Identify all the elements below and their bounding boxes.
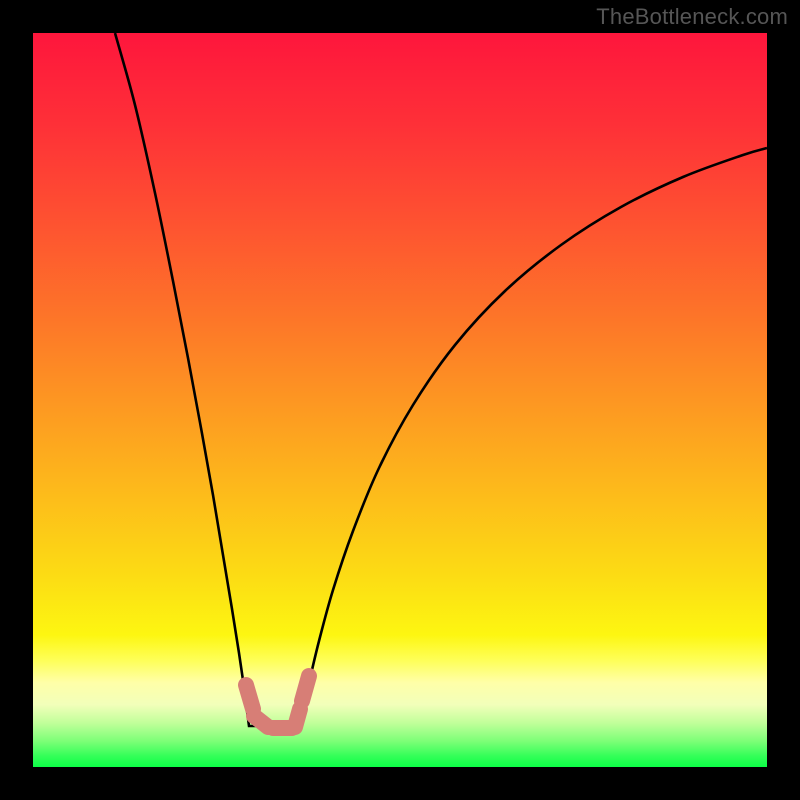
chart-svg <box>0 0 800 800</box>
datapoint-blob <box>302 676 309 701</box>
datapoint-blob <box>246 685 253 709</box>
watermark-text: TheBottleneck.com <box>596 4 788 30</box>
bottleneck-chart: TheBottleneck.com <box>0 0 800 800</box>
datapoint-blob <box>295 709 300 727</box>
